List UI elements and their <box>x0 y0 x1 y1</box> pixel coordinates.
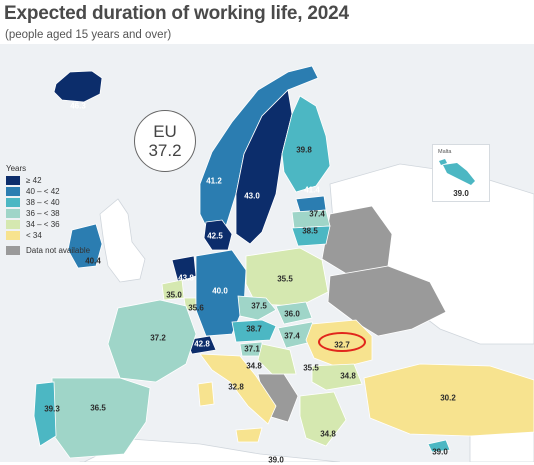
label-hungary: 37.4 <box>284 331 300 341</box>
region-austria <box>231 319 277 343</box>
land-ukraine <box>327 265 447 337</box>
label-bulgaria: 34.8 <box>340 371 356 381</box>
region-sweden <box>235 89 293 245</box>
region-croatia <box>257 343 297 375</box>
legend-item: 38 – < 40 <box>6 197 126 208</box>
region-turkey <box>363 363 534 437</box>
page-title: Expected duration of working life, 2024 <box>4 3 349 24</box>
legend-label: ≥ 42 <box>26 176 42 185</box>
region-lithuania <box>291 225 331 247</box>
label-turkey: 30.2 <box>440 393 456 403</box>
legend-swatch <box>6 187 20 196</box>
label-czechia: 37.5 <box>251 301 267 311</box>
malta-shape <box>439 159 475 185</box>
label-spain: 36.5 <box>90 403 106 413</box>
legend-swatch <box>6 246 20 255</box>
label-belgium: 35.0 <box>166 290 182 300</box>
label-france: 37.2 <box>150 333 166 343</box>
page-subtitle: (people aged 15 years and over) <box>5 29 172 41</box>
legend-item: 34 – < 36 <box>6 219 126 230</box>
region-spain <box>51 377 151 459</box>
label-latvia: 37.4 <box>309 209 325 219</box>
label-germany: 40.0 <box>212 286 228 296</box>
legend: Years ≥ 42 40 – < 42 38 – < 40 36 – < 38… <box>6 164 126 256</box>
legend-label: 36 – < 38 <box>26 209 60 218</box>
legend-swatch <box>6 231 20 240</box>
region-finland <box>281 95 331 193</box>
region-denmark <box>203 219 233 251</box>
label-austria: 38.7 <box>246 324 262 334</box>
region-bulgaria <box>311 363 363 391</box>
label-finland: 39.8 <box>296 145 312 155</box>
legend-label: 34 – < 36 <box>26 220 60 229</box>
region-italy <box>199 353 277 425</box>
legend-swatch <box>6 220 20 229</box>
land-uk <box>99 198 146 283</box>
label-switzerland: 42.8 <box>194 339 210 349</box>
label-greece: 34.8 <box>320 429 336 439</box>
label-poland: 35.5 <box>277 274 293 284</box>
map-shapes <box>33 65 534 462</box>
legend-item: 40 – < 42 <box>6 186 126 197</box>
region-cyprus <box>427 439 451 453</box>
label-portugal: 39.3 <box>44 404 60 414</box>
label-denmark: 42.5 <box>207 231 223 241</box>
legend-swatch <box>6 209 20 218</box>
label-italy: 34.8 <box>246 361 262 371</box>
legend-label: < 34 <box>26 231 42 240</box>
legend-item-not-available: Data not available <box>6 245 126 256</box>
region-france <box>107 299 197 383</box>
eu-average-badge: EU 37.2 <box>134 110 196 172</box>
legend-item: ≥ 42 <box>6 175 126 186</box>
malta-inset-value: 39.0 <box>453 189 469 198</box>
legend-item: < 34 <box>6 230 126 241</box>
legend-label: 38 – < 40 <box>26 198 60 207</box>
malta-inset: Malta 39.0 <box>432 144 490 202</box>
region-czechia <box>237 295 277 321</box>
malta-inset-label: Malta <box>438 149 452 155</box>
legend-item: 36 – < 38 <box>6 208 126 219</box>
region-sicily <box>235 427 263 443</box>
label-bottom-partial: 39.0 <box>268 455 284 465</box>
region-germany <box>195 249 247 337</box>
label-ireland: 40.4 <box>85 256 101 266</box>
label-norway: 41.2 <box>206 176 222 186</box>
region-ireland <box>67 223 103 269</box>
label-iceland: 46.3 <box>70 101 86 111</box>
legend-swatch <box>6 198 20 207</box>
label-netherlands: 43.8 <box>178 273 194 283</box>
highlight-ellipse-romania <box>318 332 366 352</box>
label-cyprus: 39.0 <box>432 447 448 457</box>
label-luxembourg: 35.6 <box>188 303 204 313</box>
region-greece <box>299 391 347 447</box>
label-slovenia: 37.1 <box>244 344 260 354</box>
region-poland <box>245 247 329 307</box>
legend-label: 40 – < 42 <box>26 187 60 196</box>
label-southern-italy: 32.8 <box>228 382 244 392</box>
choropleth-map: 46.3 41.2 43.0 39.8 41.4 37.4 38.5 42.5 … <box>0 44 534 465</box>
eu-value: 37.2 <box>148 141 182 160</box>
region-slovakia <box>275 301 313 325</box>
legend-label: Data not available <box>26 246 91 255</box>
label-lithuania: 38.5 <box>302 226 318 236</box>
label-croatia: 35.5 <box>303 363 319 373</box>
label-estonia: 41.4 <box>304 185 320 195</box>
region-iceland <box>53 70 103 103</box>
region-sardinia <box>197 381 215 407</box>
legend-title: Years <box>6 164 27 173</box>
legend-swatch <box>6 176 20 185</box>
region-portugal <box>33 381 57 447</box>
label-slovakia: 36.0 <box>284 309 300 319</box>
eu-label: EU <box>153 122 177 141</box>
label-sweden: 43.0 <box>244 191 260 201</box>
